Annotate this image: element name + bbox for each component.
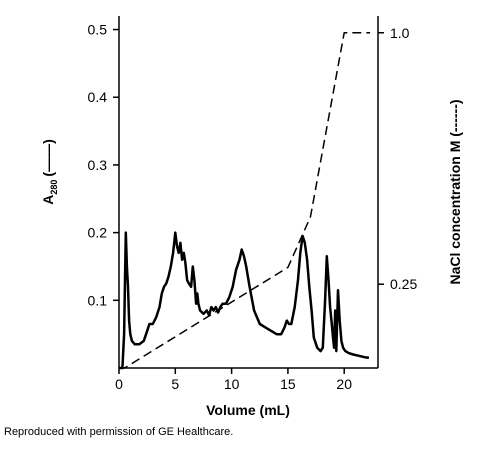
- x-tick-label: 10: [224, 376, 240, 392]
- y-axis-left-title-main: A: [40, 195, 56, 205]
- y-left-tick-label: 0.1: [88, 292, 108, 308]
- x-axis-ticks: 0 5 10 15 20: [115, 368, 352, 392]
- caption: Reproduced with permission of GE Healthc…: [4, 426, 234, 438]
- y-axis-left-title-subscript: 280: [49, 180, 59, 195]
- y-right-tick-label: 0.25: [390, 276, 417, 292]
- y-left-tick-label: 0.2: [88, 225, 108, 241]
- x-axis-title: Volume (mL): [206, 402, 290, 418]
- x-tick-label: 20: [336, 376, 352, 392]
- y-axis-left-title: A280 (——): [40, 139, 59, 204]
- series-layer: [119, 32, 371, 370]
- x-tick-label: 15: [280, 376, 296, 392]
- y-axis-left-ticks: 0.1 0.2 0.3 0.4 0.5: [88, 22, 119, 308]
- y-axis-right-ticks: 0.25 1.0: [378, 25, 417, 292]
- svg-text:NaCl concentration M (------): NaCl concentration M (------): [447, 99, 463, 284]
- nacl-gradient-line: [119, 32, 371, 369]
- x-tick-label: 0: [115, 376, 123, 392]
- y-right-tick-label: 1.0: [390, 25, 410, 41]
- y-axis-left-title-suffix: (——): [40, 139, 56, 176]
- svg-text:A280(——): A280 (——): [40, 139, 59, 204]
- x-tick-label: 5: [171, 376, 179, 392]
- y-left-tick-label: 0.3: [88, 157, 108, 173]
- y-axis-right-title: NaCl concentration M (------): [447, 99, 463, 284]
- y-left-tick-label: 0.5: [88, 22, 108, 38]
- a280-absorbance-line: [119, 231, 370, 370]
- y-left-tick-label: 0.4: [88, 89, 108, 105]
